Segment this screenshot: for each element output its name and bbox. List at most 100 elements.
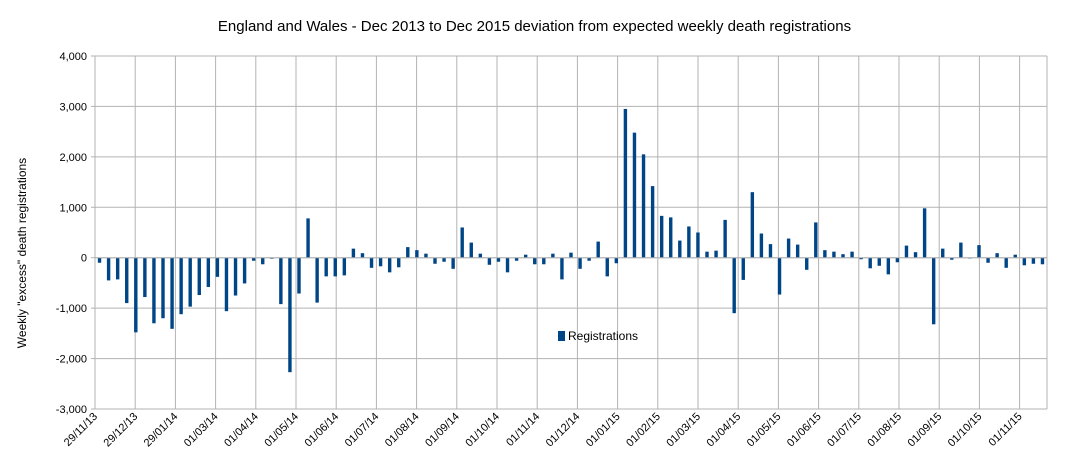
x-tick-label: 01/04/14: [222, 411, 261, 450]
bar: [134, 257, 138, 333]
bar: [215, 257, 220, 277]
bar: [814, 222, 818, 258]
bar: [859, 257, 863, 260]
x-tick-label: 01/08/14: [383, 411, 422, 450]
bar: [224, 257, 229, 312]
bar: [469, 242, 473, 258]
bar: [360, 253, 365, 258]
x-tick-label: 01/09/14: [423, 411, 462, 450]
bar: [560, 257, 564, 280]
bar: [922, 208, 927, 258]
bar: [895, 257, 900, 263]
x-tick-label: 01/04/15: [705, 411, 744, 450]
bar: [931, 257, 936, 325]
bar: [959, 242, 963, 258]
bar: [442, 257, 446, 262]
bar: [297, 257, 301, 294]
bar: [832, 251, 836, 258]
bar: [424, 253, 428, 258]
y-tick-label: -3,000: [56, 404, 87, 416]
y-tick-label: -1,000: [56, 303, 87, 315]
bar: [351, 248, 356, 258]
bar: [523, 254, 528, 258]
bar: [1040, 257, 1045, 265]
legend-label: Registrations: [568, 329, 638, 343]
x-tick-label: 01/01/15: [584, 411, 623, 450]
bar: [696, 232, 700, 258]
bar: [995, 253, 999, 258]
bar: [115, 257, 120, 280]
bar: [578, 257, 582, 269]
bar: [106, 257, 111, 281]
bar: [487, 257, 492, 265]
bar: [659, 215, 664, 258]
bar: [342, 257, 347, 276]
x-tick-label: 01/05/15: [745, 411, 784, 450]
bar: [415, 250, 419, 258]
x-tick-label: 01/09/15: [906, 411, 945, 450]
bar: [170, 257, 174, 329]
bar: [505, 257, 510, 273]
bar: [270, 257, 274, 259]
bar: [306, 218, 310, 258]
axes: [91, 55, 1047, 410]
bar: [542, 257, 546, 265]
x-tick-label: 01/11/14: [504, 411, 542, 449]
bar: [143, 257, 147, 298]
bar: [233, 257, 238, 296]
y-tick-label: 0: [81, 253, 87, 265]
bar: [678, 240, 682, 258]
bar: [433, 257, 437, 264]
x-tick-label: 01/02/15: [624, 411, 663, 450]
bar: [369, 257, 374, 268]
bar: [669, 217, 673, 258]
bar: [986, 257, 990, 263]
x-tick-label: 29/12/13: [102, 411, 141, 450]
y-tick-labels: 4,000 3,000 2,000 1,000 0 -1,000 -2,000 -3,000: [56, 51, 87, 416]
bar: [587, 257, 591, 261]
x-tick-label: 01/11/15: [987, 411, 1025, 449]
bar: [188, 257, 192, 307]
x-tick-label: 01/06/14: [303, 411, 342, 450]
bar: [750, 192, 755, 258]
bar: [279, 257, 283, 305]
bar: [950, 257, 954, 260]
bar: [333, 257, 337, 277]
bar: [650, 186, 655, 258]
bar: [759, 233, 764, 258]
legend-swatch: [558, 331, 565, 341]
x-tick-label: 01/06/15: [785, 411, 824, 450]
y-tick-label: -2,000: [56, 354, 87, 366]
bar: [805, 257, 809, 270]
bar: [179, 257, 183, 315]
bar: [768, 244, 773, 258]
bar: [977, 245, 981, 258]
bar: [732, 257, 736, 314]
bar: [460, 227, 464, 258]
bar: [904, 245, 909, 258]
bar: [868, 257, 872, 269]
y-tick-label: 4,000: [59, 51, 87, 63]
x-tick-labels: 29/11/13 29/12/13 29/01/14 01/03/14 01/04/14…: [62, 411, 1025, 450]
bar: [378, 257, 383, 267]
bar: [1004, 257, 1008, 268]
bar: [614, 257, 619, 264]
bar: [251, 257, 256, 261]
bar: [596, 241, 600, 258]
bar: [288, 257, 292, 373]
x-tick-label: 29/01/14: [142, 411, 181, 450]
bar: [315, 257, 319, 303]
bar: [206, 257, 211, 287]
bar: [1031, 257, 1036, 264]
bar: [705, 251, 709, 258]
x-tick-label: 01/10/15: [946, 411, 985, 450]
bar: [687, 226, 691, 258]
bar: [723, 219, 727, 258]
bar: [841, 254, 845, 258]
bar: [850, 251, 854, 258]
bar: [941, 248, 945, 258]
bars: [97, 108, 1045, 373]
bar: [777, 257, 782, 295]
x-tick-label: 01/07/14: [343, 411, 382, 450]
bar: [632, 132, 637, 258]
